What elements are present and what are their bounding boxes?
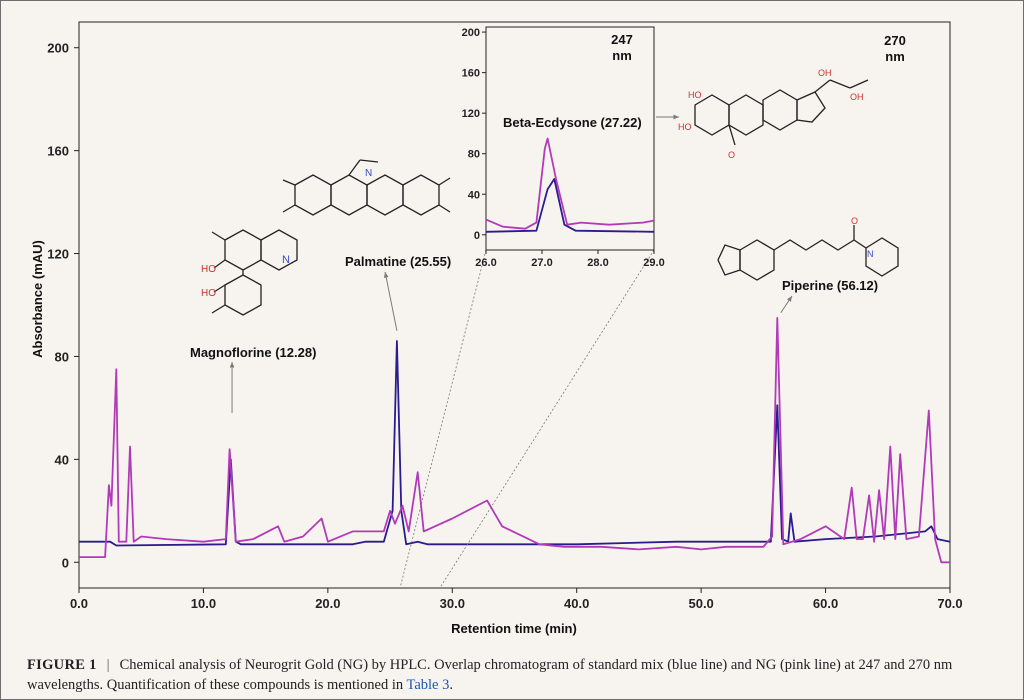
y-axis-title: Absorbance (mAU) [30, 240, 45, 358]
x-tick-label: 60.0 [813, 596, 838, 611]
piperine-label: Piperine (56.12) [782, 278, 878, 293]
series-line-1 [79, 340, 951, 547]
series-line-2 [79, 316, 950, 564]
piperine-structure-icon: O N [717, 216, 899, 281]
x-tick-label: 70.0 [937, 596, 962, 611]
inset-y-tick-label: 40 [468, 189, 480, 201]
wavelength-247-label: 247 nm [611, 32, 633, 63]
palmatine-arrow [384, 271, 398, 331]
svg-text:HO: HO [201, 288, 216, 299]
inset-x-tick-label: 27.0 [531, 257, 552, 269]
svg-text:O: O [728, 150, 735, 160]
inset-frame [485, 26, 655, 251]
inset-series-line-2 [485, 137, 655, 230]
x-tick-label: 20.0 [315, 596, 340, 611]
magnoflorine-arrow-head [229, 362, 235, 368]
ecdysone-structure-icon: HO HO O OH OH [678, 68, 869, 160]
inset-series-lines [485, 137, 655, 233]
svg-text:HO: HO [201, 264, 216, 275]
zoom-line-right [439, 249, 655, 589]
y-axis-ticks: 0 40 80 120 160 200 [47, 41, 79, 570]
ecdysone-arrow-head [673, 114, 679, 120]
main-plot: 0 40 80 120 160 200 0.0 10.0 20.0 30.0 40.0 50.0 60… [30, 21, 963, 636]
y-tick-label: 200 [47, 41, 69, 56]
palmatine-arrow-head [383, 272, 389, 278]
svg-text:N: N [365, 168, 372, 179]
inset-y-tick-label: 120 [462, 108, 480, 120]
inset-y-tick-label: 200 [462, 27, 480, 39]
svg-text:HO: HO [678, 122, 692, 132]
caption-end: . [449, 677, 453, 693]
zoom-line-left [399, 249, 487, 589]
y-tick-label: 40 [55, 452, 69, 467]
inset-x-tick-label: 29.0 [643, 257, 664, 269]
svg-text:O: O [851, 216, 858, 226]
magnoflorine-label: Magnoflorine (12.28) [190, 345, 316, 360]
svg-text:N: N [867, 249, 874, 259]
figure-caption: FIGURE 1 | Chemical analysis of Neurogrit … [27, 655, 987, 695]
x-axis-ticks: 0.0 10.0 20.0 30.0 40.0 50.0 60.0 70.0 [70, 588, 963, 611]
x-tick-label: 0.0 [70, 596, 88, 611]
palmatine-label: Palmatine (25.55) [345, 254, 451, 269]
svg-text:OH: OH [850, 92, 864, 102]
plot-frame [78, 21, 951, 589]
svg-text:HO: HO [688, 90, 702, 100]
inset-series-line-1 [485, 178, 655, 233]
y-tick-label: 80 [55, 349, 69, 364]
inset-y-tick-label: 80 [468, 149, 480, 161]
y-tick-label: 160 [47, 144, 69, 159]
beta-ecdysone-label: Beta-Ecdysone (27.22) [503, 115, 642, 130]
svg-text:N: N [282, 254, 290, 266]
palmatine-structure-icon: N [282, 159, 451, 216]
inset-plot: 0 40 80 120 160 200 26.0 27.0 28.0 29.0 Beta-Ecd… [462, 26, 665, 269]
magnoflorine-structure-icon: N HO HO [201, 229, 298, 316]
wavelength-270-label: 270 nm [884, 33, 906, 64]
inset-y-axis-ticks: 0 40 80 120 160 200 [462, 27, 486, 242]
inset-zoom-connectors [399, 249, 655, 589]
x-tick-label: 40.0 [564, 596, 589, 611]
y-tick-label: 120 [47, 247, 69, 262]
inset-y-tick-label: 0 [474, 230, 480, 242]
table-link[interactable]: Table 3 [406, 677, 450, 693]
x-tick-label: 30.0 [440, 596, 465, 611]
inset-x-axis-ticks: 26.0 27.0 28.0 29.0 [475, 250, 665, 269]
molecule-structures: N HO HO N HO HO O [201, 68, 899, 316]
y-tick-label: 0 [62, 555, 69, 570]
caption-separator: | [106, 657, 110, 673]
x-tick-label: 50.0 [688, 596, 713, 611]
peak-annotations: Magnoflorine (12.28) Palmatine (25.55) P… [190, 254, 878, 360]
x-tick-label: 10.0 [191, 596, 216, 611]
inset-y-tick-label: 160 [462, 68, 480, 80]
inset-x-tick-label: 26.0 [475, 257, 496, 269]
figure-label: FIGURE 1 [27, 657, 97, 673]
svg-text:OH: OH [818, 68, 832, 78]
caption-text: Chemical analysis of Neurogrit Gold (NG)… [27, 657, 953, 693]
annotation-arrows [229, 114, 793, 414]
x-axis-title: Retention time (min) [451, 621, 577, 636]
piperine-arrow-head [786, 296, 792, 302]
inset-x-tick-label: 28.0 [587, 257, 608, 269]
main-series-lines [79, 316, 951, 564]
